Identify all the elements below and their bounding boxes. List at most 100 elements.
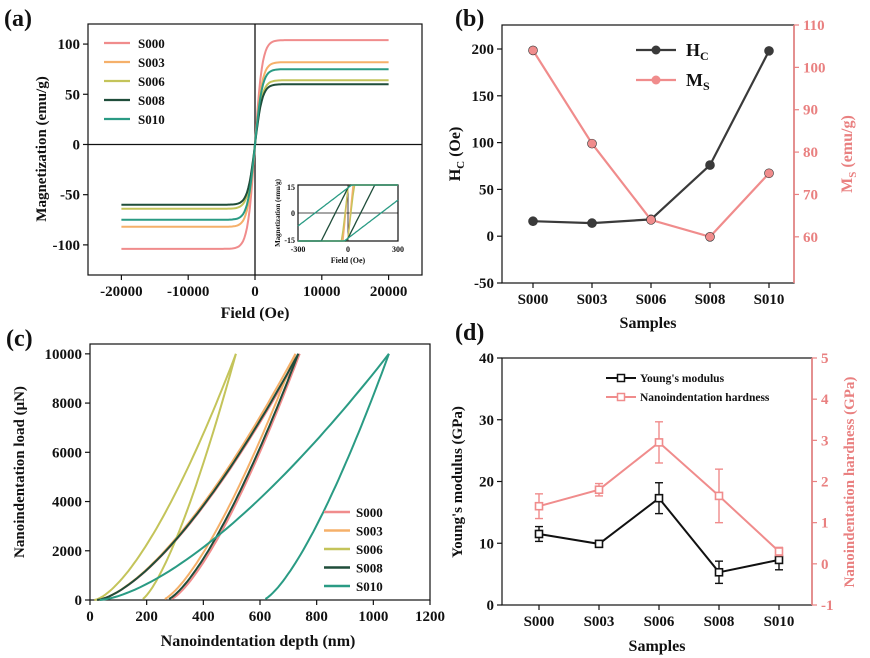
panel-b-ylabel: HC (Oe) xyxy=(447,127,467,182)
panel-c-curves xyxy=(94,353,390,601)
panel-b-legend: HC MS xyxy=(636,40,710,93)
panel-c-xtick-label: 0 xyxy=(86,609,94,625)
panel-b-y2tick-label: 90 xyxy=(803,103,818,119)
panel-b-y2tick-label: 80 xyxy=(803,145,818,161)
panel-b-xtick-label: S008 xyxy=(695,292,726,308)
legend-label-S008: S008 xyxy=(138,93,165,108)
panel-d-y2tick-label: 5 xyxy=(821,351,829,367)
legend-marker-H xyxy=(651,45,661,55)
panel-b-xtick-label: S000 xyxy=(518,292,549,308)
panel-b-ytick-label: -50 xyxy=(474,276,494,292)
unloading-curve-S003 xyxy=(164,353,297,600)
data-point-square xyxy=(774,555,784,565)
panel-b: (b) S000 S003 S006 S008 S010 -50 0 50 100 150 200 6… xyxy=(447,6,859,332)
data-point-square xyxy=(714,491,724,501)
series-line-Ms xyxy=(532,49,770,239)
panel-a-letter: (a) xyxy=(4,6,32,32)
panel-d-lines xyxy=(534,421,784,585)
panel-a-ticks: -20000 -10000 0 10000 20000 -100 -50 0 50 100 xyxy=(53,24,422,300)
unloading-curve-S008 xyxy=(168,353,300,600)
hysteresis-curve-S010 xyxy=(121,68,389,221)
data-point-square xyxy=(534,501,544,511)
legend-label-sub: C xyxy=(700,49,709,63)
panel-b-ticks: S000 S003 S006 S008 S010 -50 0 50 100 150 200 60 70 8… xyxy=(472,18,826,308)
loading-curve-S008 xyxy=(96,353,300,601)
panel-d-y2tick-label: 3 xyxy=(821,433,829,449)
panel-d-ytick-label: 40 xyxy=(479,351,494,367)
panel-c-ytick-label: 10000 xyxy=(45,347,83,363)
panel-a: (a) -20000 -10000 0 10000 20000-100-50050100… xyxy=(4,6,423,322)
inset-branch-up-S010 xyxy=(297,184,398,227)
inset-ytick-2: 0 xyxy=(291,209,295,218)
panel-b-y2label-main: M xyxy=(839,178,856,193)
series-line-Hc xyxy=(532,50,770,225)
panel-d-y2tick-label: 0 xyxy=(821,557,829,573)
panel-b-y2tick-label: 100 xyxy=(803,60,826,76)
panel-b-ytick-label: 50 xyxy=(479,182,494,198)
panel-a-ylabel: Magnetization (emu/g) xyxy=(34,76,50,221)
panel-c-xtick-label: 400 xyxy=(192,609,215,625)
panel-d-xtick-label: S006 xyxy=(644,614,675,630)
legend-label-S010: S010 xyxy=(138,112,165,127)
data-point-Ms xyxy=(587,138,597,149)
panel-b-ytick-label: 0 xyxy=(487,229,495,245)
legend-label-S006: S006 xyxy=(356,542,383,557)
legend-label-H: HC xyxy=(686,40,709,63)
panel-a-ytick-label: -100 xyxy=(53,238,81,254)
data-point-Hc xyxy=(764,46,774,56)
panel-d-xtick-label: S008 xyxy=(704,614,735,630)
panel-c-legend: S000 S003 S006 S008 S010 xyxy=(324,505,383,594)
inset-ytick-3: -15 xyxy=(284,236,295,245)
legend-label-sub: S xyxy=(703,79,710,93)
panel-d-ytick-label: 0 xyxy=(487,598,495,614)
panel-c-ytick-label: 6000 xyxy=(52,445,82,461)
panel-b-y2label: MS (emu/g) xyxy=(839,115,859,193)
data-point-square xyxy=(654,438,664,447)
legend-label-S003: S003 xyxy=(356,524,383,539)
panel-b-ylabel-sub: C xyxy=(455,161,467,169)
panel-a-xtick-label: 10000 xyxy=(303,284,341,300)
panel-d-y2tick-label: 1 xyxy=(821,516,829,532)
data-point-Ms xyxy=(528,45,538,56)
panel-c: (c) 0 200 400 600 800 1000 1200 0 2000 4000 6000 80… xyxy=(6,326,445,650)
inset-ytick-1: 15 xyxy=(287,183,295,192)
panel-a-ytick-label: 50 xyxy=(65,87,80,103)
panel-d-xtick-label: S003 xyxy=(584,614,615,630)
unloading-curve-S010 xyxy=(264,353,390,600)
panel-b-frame xyxy=(501,24,795,284)
panel-c-ytick-label: 2000 xyxy=(52,544,82,560)
data-point-square xyxy=(714,567,724,577)
panel-c-xtick-label: 1000 xyxy=(358,609,388,625)
panel-d-xtick-label: S000 xyxy=(524,614,555,630)
panel-d-letter: (d) xyxy=(455,320,484,346)
panel-c-xtick-label: 1200 xyxy=(415,609,445,625)
panel-d-xlabel: Samples xyxy=(629,638,686,655)
data-point-square xyxy=(534,529,544,539)
panel-b-y2tick-label: 70 xyxy=(803,187,818,203)
panel-c-ticks: 0 200 400 600 800 1000 1200 0 2000 4000 6000 8000 10… xyxy=(45,347,446,625)
panel-a-inset: -300 0 300 15 0 -15 Field (Oe) Magnetiza… xyxy=(274,178,404,265)
legend-marker-M xyxy=(651,75,661,85)
panel-d-y2tick-label: 4 xyxy=(821,392,829,408)
legend-label-S000: S000 xyxy=(138,36,165,51)
legend-label-M: MS xyxy=(686,70,710,93)
panel-a-ytick-label: 100 xyxy=(58,37,81,53)
panel-d-ylabel: Young's modulus (GPa) xyxy=(450,406,466,558)
panel-a-xtick-label: -20000 xyxy=(100,284,143,300)
data-point-Ms xyxy=(764,168,774,179)
inset-ylabel: Magnetization (emu/g) xyxy=(274,178,282,247)
inset-xtick-3: 300 xyxy=(392,245,404,254)
panel-b-y2tick-label: 60 xyxy=(803,230,818,246)
legend-marker xyxy=(616,373,626,383)
panel-a-xtick-label: 0 xyxy=(251,284,259,300)
legend-label: Young's modulus xyxy=(640,373,725,385)
panel-b-ylabel-main: H xyxy=(447,168,464,181)
panel-c-ytick-label: 4000 xyxy=(52,495,82,511)
panel-d-legend: Young's modulus Nanoindentation hardness xyxy=(606,373,770,404)
inset-xtick-1: -300 xyxy=(291,245,306,254)
panel-b-y2tick-label: 110 xyxy=(803,18,825,34)
data-point-square xyxy=(594,539,604,549)
panel-b-ytick-label: 100 xyxy=(472,136,495,152)
panel-c-ytick-label: 0 xyxy=(75,593,83,609)
panel-a-ytick-label: -50 xyxy=(60,188,80,204)
